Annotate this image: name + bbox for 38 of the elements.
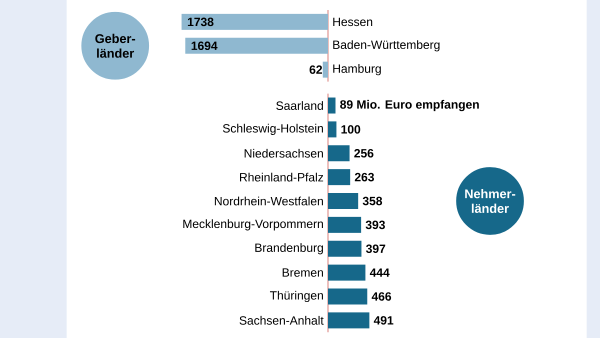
bar — [328, 288, 368, 304]
bar — [328, 216, 362, 233]
bar — [328, 312, 370, 328]
bar — [328, 169, 350, 186]
y-tick-label: Bremen — [282, 268, 323, 277]
data-label: 393 — [366, 220, 385, 230]
data-label: 100 — [341, 125, 360, 134]
data-label: 491 — [374, 316, 394, 325]
data-label: 89 Mio. Euro empfangen — [340, 100, 479, 112]
y-tick-label: Rheinland-Pfalz — [240, 172, 324, 182]
data-label: 397 — [366, 244, 386, 253]
y-tick-label: Saarland — [276, 101, 323, 110]
bar — [328, 192, 358, 209]
text: Geber- länder — [95, 34, 136, 58]
data-label: 256 — [354, 149, 374, 158]
y-tick-label: Sachsen-Anhalt — [240, 316, 324, 325]
y-tick-label: Schleswig-Holstein — [222, 124, 323, 135]
bar — [328, 121, 336, 138]
y-tick-label: Hamburg — [333, 64, 381, 76]
data-label: 1694 — [192, 42, 218, 50]
bar — [328, 240, 362, 257]
y-tick-label: Thüringen — [270, 290, 323, 302]
bar — [328, 98, 336, 114]
data-label: 62 — [310, 65, 322, 74]
bar — [328, 145, 350, 162]
text: Nehmer- länder — [465, 189, 516, 213]
data-label: 466 — [372, 292, 392, 301]
bar — [328, 264, 366, 281]
y-tick-label: Hessen — [333, 18, 372, 26]
y-tick-label: Baden-Württemberg — [333, 40, 440, 52]
data-label: 263 — [354, 172, 374, 182]
data-label: 444 — [370, 268, 390, 277]
y-tick-label: Nordrhein-Westfalen — [214, 196, 323, 206]
y-tick-label: Niedersachsen — [244, 148, 323, 158]
data-label: 358 — [362, 196, 382, 206]
data-label: 1738 — [188, 18, 214, 26]
y-tick-label: Mecklenburg-Vorpommern — [183, 219, 323, 230]
y-tick-label: Brandenburg — [255, 243, 323, 254]
